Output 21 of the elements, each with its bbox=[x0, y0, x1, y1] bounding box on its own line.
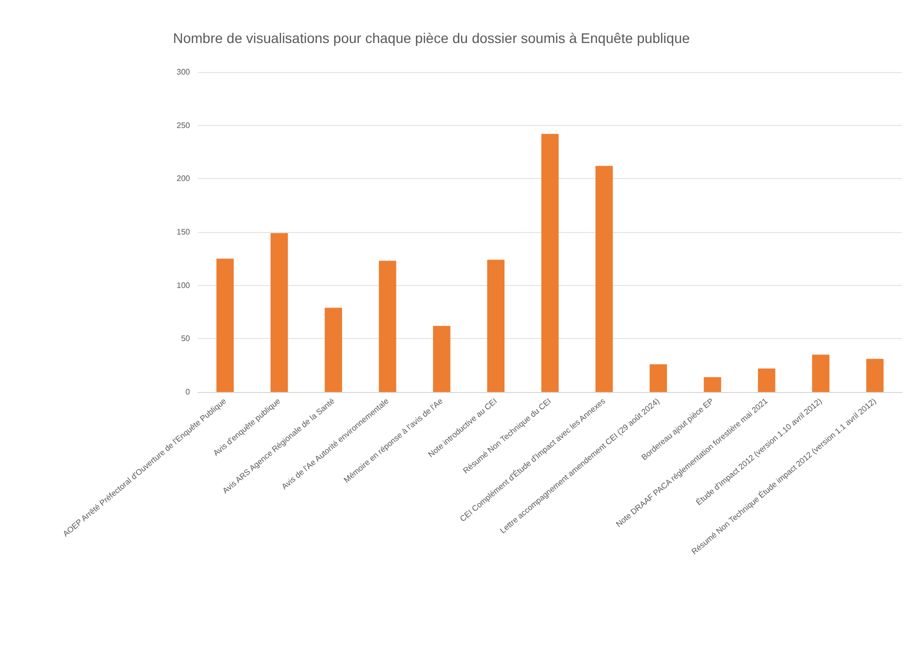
bar bbox=[433, 326, 450, 392]
y-tick-label: 150 bbox=[176, 228, 191, 236]
bar bbox=[270, 233, 288, 392]
bar bbox=[812, 354, 830, 392]
bar bbox=[378, 260, 396, 392]
bar bbox=[487, 260, 505, 392]
bar bbox=[758, 368, 776, 392]
y-tick-label: 300 bbox=[176, 68, 191, 76]
bar bbox=[324, 308, 342, 392]
bar bbox=[704, 377, 722, 392]
bar bbox=[216, 258, 234, 392]
bar bbox=[595, 166, 613, 392]
bar bbox=[866, 358, 884, 392]
y-tick-label: 200 bbox=[176, 174, 191, 184]
bar bbox=[541, 134, 559, 392]
y-tick-label: 0 bbox=[186, 388, 191, 396]
bar bbox=[650, 364, 667, 392]
y-tick-label: 50 bbox=[181, 334, 191, 344]
y-tick-label: 100 bbox=[176, 280, 191, 290]
chart-title: Nombre de visualisations pour chaque pièce du dossier soumis à Enquête publique bbox=[173, 30, 690, 46]
y-tick-label: 250 bbox=[176, 120, 191, 130]
